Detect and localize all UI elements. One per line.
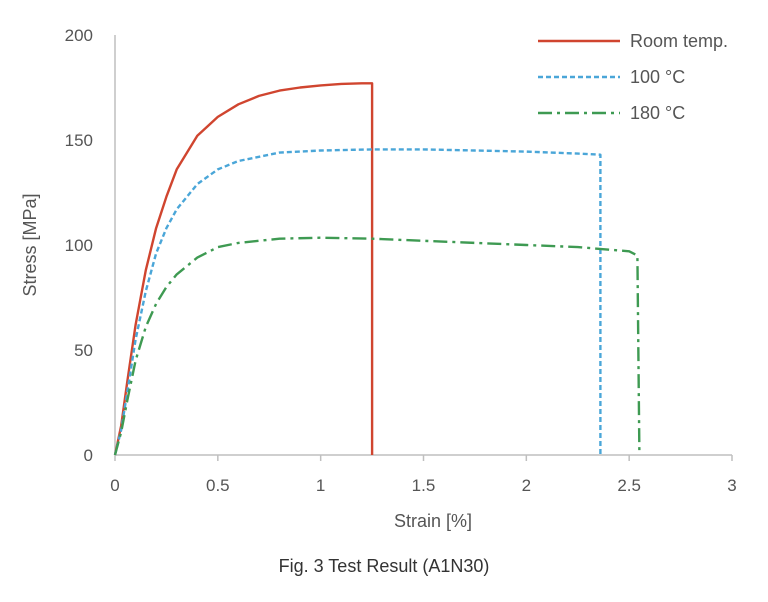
legend-label-3: 180 °C [630, 103, 685, 123]
y-tick-label: 200 [65, 26, 93, 45]
x-tick-label: 0.5 [206, 476, 230, 495]
legend-label-2: 100 °C [630, 67, 685, 87]
x-axis-label: Strain [%] [394, 511, 472, 531]
plot-area [113, 82, 641, 456]
legend: Room temp. 100 °C 180 °C [538, 31, 728, 123]
series-line-2 [113, 148, 602, 456]
figure-caption: Fig. 3 Test Result (A1N30) [278, 556, 490, 576]
y-tick-label: 150 [65, 131, 93, 150]
axes: 0 50 100 150 200 0 0.5 1 1.5 2 2.5 3 [65, 26, 737, 495]
y-tick-label: 0 [84, 446, 93, 465]
x-tick-label: 0 [110, 476, 119, 495]
x-tick-label: 1 [316, 476, 325, 495]
legend-label-1: Room temp. [630, 31, 728, 51]
x-tick-label: 2 [522, 476, 531, 495]
y-axis-label: Stress [MPa] [20, 193, 40, 296]
y-tick-label: 100 [65, 236, 93, 255]
series-line-3 [113, 236, 641, 456]
stress-strain-chart: 0 50 100 150 200 0 0.5 1 1.5 2 2.5 3 Room temp. 100 … [20, 26, 737, 531]
x-tick-label: 3 [727, 476, 736, 495]
y-tick-label: 50 [74, 341, 93, 360]
x-tick-label: 1.5 [412, 476, 436, 495]
x-tick-label: 2.5 [617, 476, 641, 495]
series-line-1 [113, 82, 374, 456]
